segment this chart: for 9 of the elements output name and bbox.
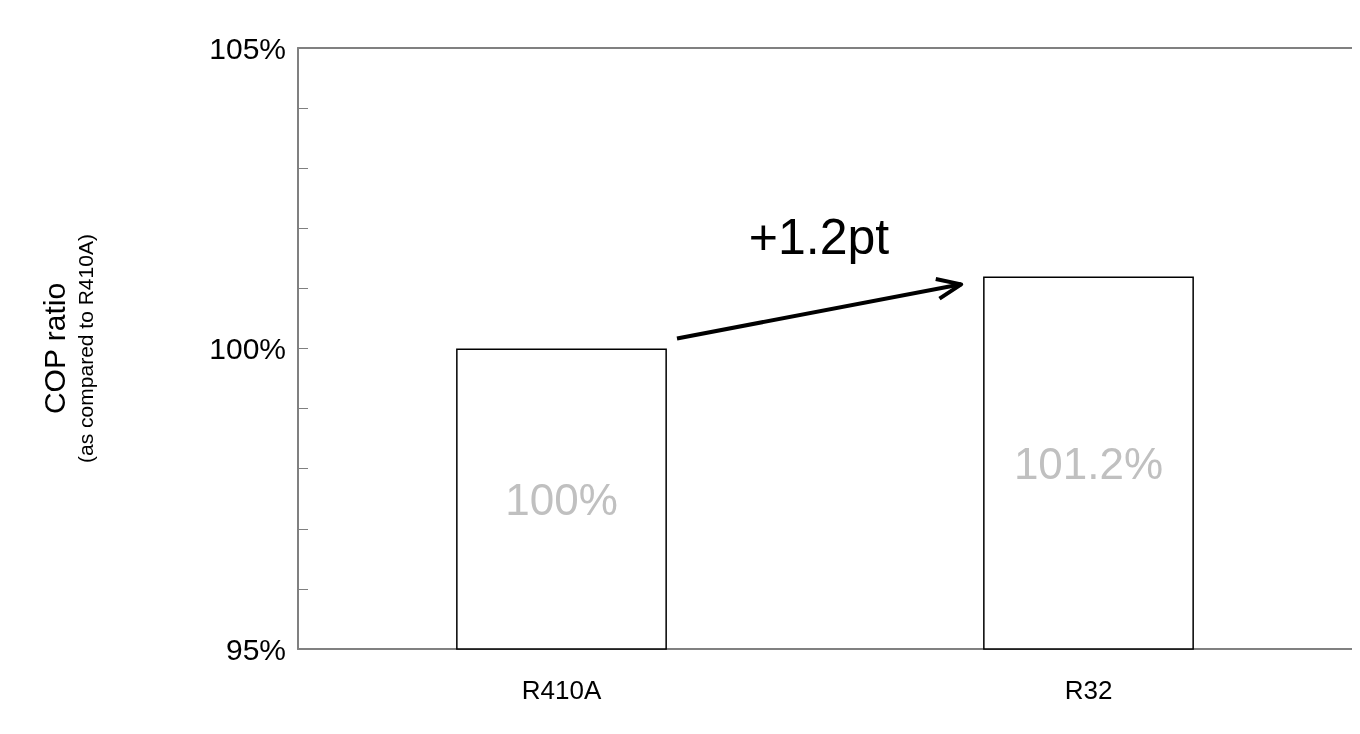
x-tick-label: R32: [1064, 675, 1113, 705]
data-label: 100%: [505, 474, 618, 524]
data-label: 101.2%: [1013, 438, 1164, 488]
y-tick-label: 105%: [209, 31, 286, 65]
y-axis-title: COP ratio (as compared to R410A): [37, 234, 97, 463]
y-tick-label: 100%: [209, 332, 286, 365]
y-tick-label: 95%: [225, 632, 286, 666]
annotation: +1.2pt: [748, 209, 890, 266]
x-tick-label: R410A: [521, 675, 602, 705]
